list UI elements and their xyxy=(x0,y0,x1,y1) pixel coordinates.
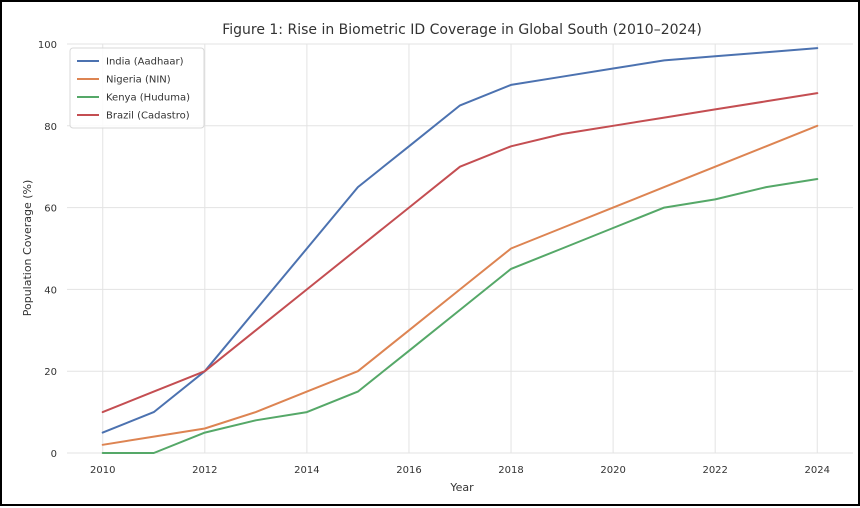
legend-label: India (Aadhaar) xyxy=(106,57,184,68)
x-tick-label: 2024 xyxy=(805,465,830,476)
y-tick-label: 60 xyxy=(44,204,57,215)
x-axis-label: Year xyxy=(449,481,474,494)
x-tick-label: 2012 xyxy=(192,465,217,476)
x-tick-label: 2016 xyxy=(396,465,421,476)
chart-title: Figure 1: Rise in Biometric ID Coverage … xyxy=(222,22,702,38)
y-tick-label: 100 xyxy=(38,40,57,51)
series-lines xyxy=(101,47,819,454)
y-tick-label: 20 xyxy=(44,367,57,378)
x-tick-label: 2014 xyxy=(294,465,319,476)
x-tick-label: 2022 xyxy=(702,465,727,476)
series-line-kenya xyxy=(101,178,819,454)
y-axis-label: Population Coverage (%) xyxy=(21,180,34,317)
x-tick-label: 2020 xyxy=(600,465,625,476)
y-tick-label: 0 xyxy=(51,449,57,460)
x-tick-label: 2018 xyxy=(498,465,523,476)
x-tick-label: 2010 xyxy=(90,465,115,476)
series-line-india xyxy=(101,47,819,434)
legend-label: Nigeria (NIN) xyxy=(106,75,171,86)
grid xyxy=(67,43,853,454)
legend-label: Kenya (Huduma) xyxy=(106,93,190,104)
y-tick-label: 80 xyxy=(44,122,57,133)
tick-labels: 2010 2012 2014 2016 2018 2020 2022 2024 0 20 40 60 8… xyxy=(38,40,830,476)
series-line-brazil xyxy=(101,92,819,414)
series-line-nigeria xyxy=(101,124,819,446)
legend-box xyxy=(69,47,205,129)
legend: India (Aadhaar) Nigeria (NIN) Kenya (Hudum… xyxy=(69,47,205,129)
legend-label: Brazil (Cadastro) xyxy=(106,111,190,122)
y-tick-label: 40 xyxy=(44,285,57,296)
